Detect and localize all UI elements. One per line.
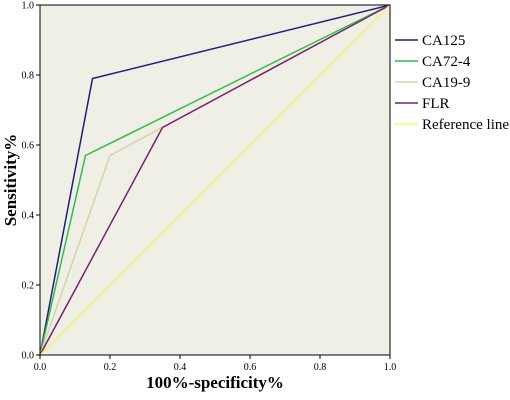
- y-tick-label: 1.0: [22, 1, 35, 12]
- legend-label-ca19-9: CA19-9: [422, 75, 470, 91]
- legend-label-flr: FLR: [422, 96, 450, 112]
- x-axis: 0.0 0.2 0.4 0.6 0.8 1.0: [34, 355, 397, 373]
- series-line-reference-line: [39, 4, 391, 356]
- x-tick-label: 0.0: [34, 362, 47, 373]
- series-line-ca72-4: [39, 4, 391, 356]
- x-tick-label: 0.2: [104, 362, 117, 373]
- series-layer: [39, 4, 391, 356]
- legend-label-ca125: CA125: [422, 33, 465, 49]
- x-tick-label: 1.0: [384, 362, 397, 373]
- y-tick-label: 0.2: [22, 281, 35, 292]
- x-tick-label: 0.8: [314, 362, 327, 373]
- legend-label-reference-line: Reference line: [422, 117, 509, 133]
- y-tick-label: 0.0: [22, 351, 35, 362]
- series-line-ca125: [39, 4, 391, 356]
- plot-frame: [39, 4, 391, 356]
- y-tick-label: 0.4: [22, 211, 35, 222]
- legend: CA125 CA72-4 CA19-9 FLR Reference line: [395, 33, 509, 133]
- series-line-flr: [39, 4, 391, 356]
- y-axis-title: Sensitivity%: [1, 134, 20, 227]
- legend-label-ca72-4: CA72-4: [422, 54, 471, 70]
- x-tick-label: 0.4: [174, 362, 187, 373]
- y-tick-label: 0.6: [22, 141, 35, 152]
- y-axis: 0.0 0.2 0.4 0.6 0.8 1.0: [22, 1, 40, 362]
- x-tick-label: 0.6: [244, 362, 257, 373]
- y-tick-label: 0.8: [22, 71, 35, 82]
- x-axis-title: 100%-specificity%: [146, 373, 284, 392]
